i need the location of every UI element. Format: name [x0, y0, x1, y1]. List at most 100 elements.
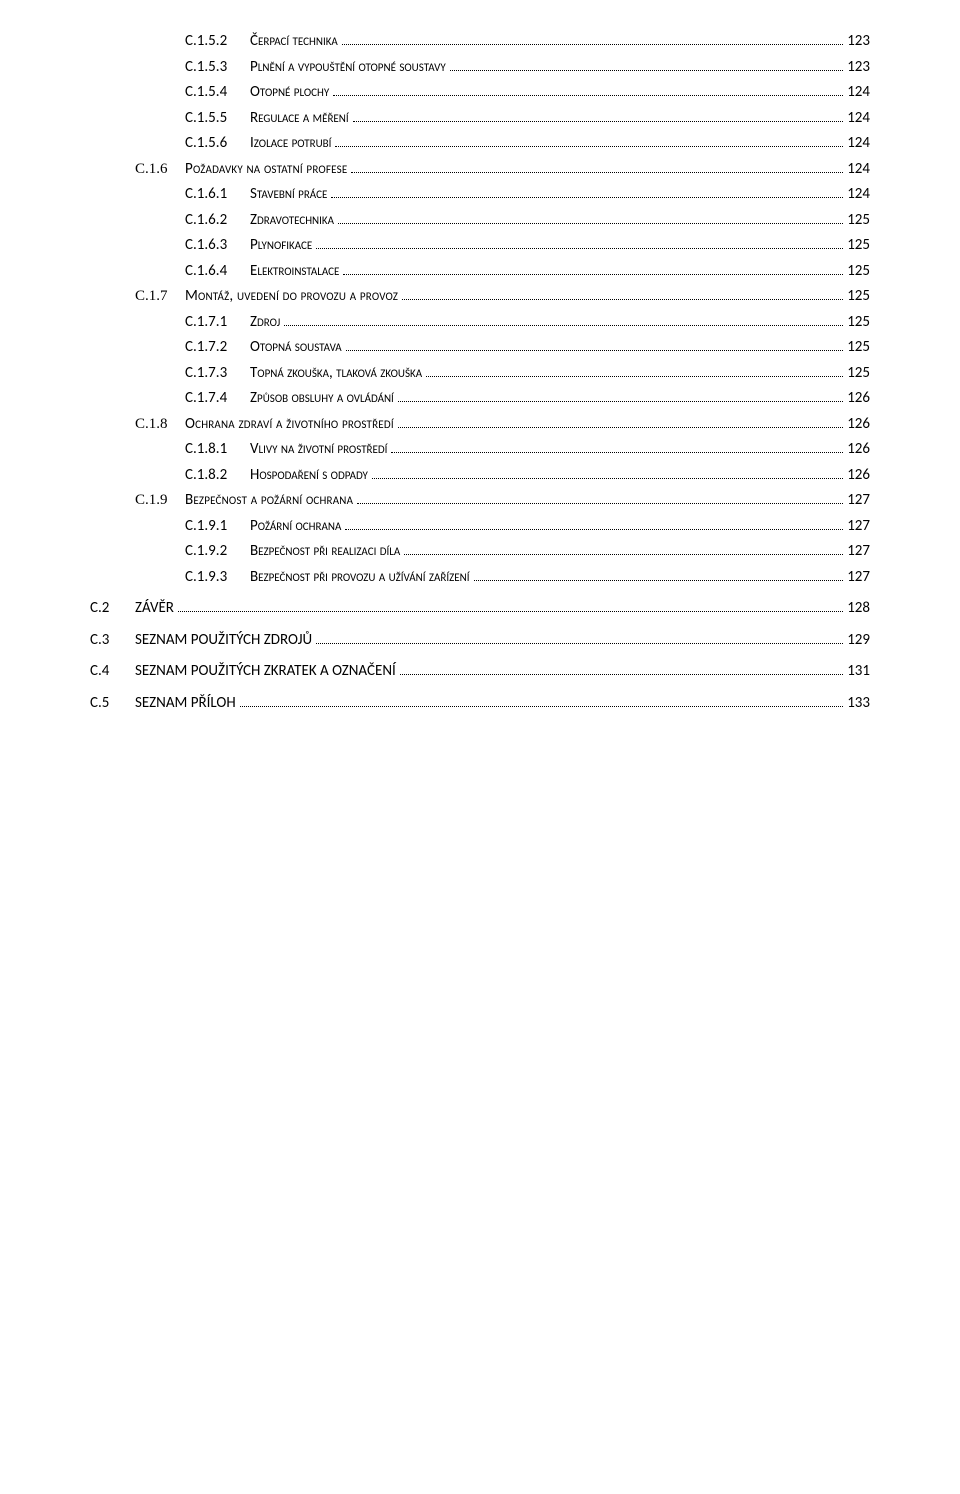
toc-title: Elektroinstalace: [250, 260, 339, 283]
toc-title: Vlivy na životní prostředí: [250, 438, 387, 461]
toc-entry: C.1.7.1Zdroj 125: [90, 311, 870, 334]
toc-number: C.1.5.4: [185, 81, 250, 104]
toc-page-number: 124: [847, 158, 870, 181]
toc-leader-dots: [426, 376, 843, 377]
toc-title: SEZNAM POUŽITÝCH ZKRATEK A OZNAČENÍ: [135, 660, 396, 683]
toc-entry: C.1.6.2Zdravotechnika 125: [90, 209, 870, 232]
toc-number: C.1.8.1: [185, 438, 250, 461]
toc-number: C.1.6.2: [185, 209, 250, 232]
toc-title: Zdravotechnika: [250, 209, 334, 232]
toc-entry: C.1.8.2Hospodaření s odpady 126: [90, 464, 870, 487]
toc-entry: C.1.7.2Otopná soustava 125: [90, 336, 870, 359]
toc-title: Zdroj: [250, 311, 280, 334]
toc-title: Ochrana zdraví a životního prostředí: [185, 413, 394, 436]
toc-entry: C.4SEZNAM POUŽITÝCH ZKRATEK A OZNAČENÍ 1…: [90, 660, 870, 683]
toc-entry: C.1.7Montáž, uvedení do provozu a provoz…: [90, 285, 870, 308]
toc-entry: C.1.5.2Čerpací technika 123: [90, 30, 870, 53]
toc-title: Otopné plochy: [250, 81, 329, 104]
toc-leader-dots: [398, 427, 843, 428]
toc-leader-dots: [346, 350, 844, 351]
toc-number: C.1.8.2: [185, 464, 250, 487]
toc-entry: C.1.5.6Izolace potrubí 124: [90, 132, 870, 155]
toc-entry: C.1.9.3Bezpečnost při provozu a užívání …: [90, 566, 870, 589]
toc-number: C.1.6.3: [185, 234, 250, 257]
toc-page-number: 131: [847, 660, 870, 683]
toc-entry: C.1.9.1Požární ochrana 127: [90, 515, 870, 538]
toc-title: Otopná soustava: [250, 336, 342, 359]
toc-leader-dots: [404, 554, 843, 555]
toc-title: Stavební práce: [250, 183, 327, 206]
toc-entry: C.1.7.4Způsob obsluhy a ovládání 126: [90, 387, 870, 410]
toc-title: Hospodaření s odpady: [250, 464, 368, 487]
toc-leader-dots: [450, 70, 843, 71]
toc-entry: C.1.5.4Otopné plochy 124: [90, 81, 870, 104]
toc-leader-dots: [316, 643, 843, 644]
toc-page-number: 125: [847, 336, 870, 359]
toc-leader-dots: [178, 611, 843, 612]
toc-entry: C.1.7.3Topná zkouška, tlaková zkouška 12…: [90, 362, 870, 385]
toc-leader-dots: [474, 580, 844, 581]
toc-entry: C.3SEZNAM POUŽITÝCH ZDROJŮ 129: [90, 629, 870, 652]
toc-entry: C.1.6.3Plynofikace 125: [90, 234, 870, 257]
toc-number: C.1.5.2: [185, 30, 250, 53]
toc-title: Čerpací technika: [250, 30, 338, 53]
toc-number: C.3: [90, 629, 135, 652]
toc-entry: C.1.5.5Regulace a měření 124: [90, 107, 870, 130]
toc-leader-dots: [345, 529, 843, 530]
toc-entry: C.1.5.3Plnění a vypouštění otopné sousta…: [90, 56, 870, 79]
toc-page-number: 126: [847, 464, 870, 487]
toc-title: Regulace a měření: [250, 107, 349, 130]
toc-leader-dots: [351, 172, 843, 173]
toc-number: C.1.5.3: [185, 56, 250, 79]
toc-title: Topná zkouška, tlaková zkouška: [250, 362, 422, 385]
toc-entry: C.1.6.4Elektroinstalace 125: [90, 260, 870, 283]
toc-number: C.1.5.5: [185, 107, 250, 130]
toc-leader-dots: [357, 503, 843, 504]
toc-entry: C.1.6Požadavky na ostatní profese 124: [90, 158, 870, 181]
toc-page-number: 125: [847, 311, 870, 334]
toc-number: C.1.9: [135, 489, 185, 512]
toc-title: Požární ochrana: [250, 515, 341, 538]
toc-number: C.1.9.2: [185, 540, 250, 563]
toc-number: C.1.7.4: [185, 387, 250, 410]
toc-leader-dots: [372, 478, 843, 479]
toc-page-number: 125: [847, 285, 870, 308]
toc-number: C.1.9.3: [185, 566, 250, 589]
toc-leader-dots: [284, 325, 843, 326]
toc-title: Požadavky na ostatní profese: [185, 158, 347, 181]
toc-page-number: 124: [847, 107, 870, 130]
toc-leader-dots: [338, 223, 843, 224]
toc-number: C.2: [90, 597, 135, 620]
toc-entry: C.2ZÁVĚR 128: [90, 597, 870, 620]
toc-page-number: 127: [847, 566, 870, 589]
toc-page-number: 124: [847, 183, 870, 206]
toc-number: C.1.5.6: [185, 132, 250, 155]
toc-entry: C.5SEZNAM PŘÍLOH 133: [90, 692, 870, 715]
toc-leader-dots: [331, 197, 843, 198]
toc-entry: C.1.9.2Bezpečnost při realizaci díla 127: [90, 540, 870, 563]
toc-page-number: 125: [847, 260, 870, 283]
toc-number: C.1.7.3: [185, 362, 250, 385]
toc-page-number: 125: [847, 209, 870, 232]
toc-number: C.1.6: [135, 158, 185, 181]
toc-number: C.1.6.1: [185, 183, 250, 206]
toc-number: C.5: [90, 692, 135, 715]
toc-number: C.1.9.1: [185, 515, 250, 538]
toc-entry: C.1.6.1Stavební práce 124: [90, 183, 870, 206]
toc-leader-dots: [398, 401, 843, 402]
toc-page-number: 126: [847, 387, 870, 410]
toc-number: C.1.6.4: [185, 260, 250, 283]
toc-page-number: 129: [847, 629, 870, 652]
toc-title: Bezpečnost a požární ochrana: [185, 489, 353, 512]
toc-page-number: 125: [847, 362, 870, 385]
toc-leader-dots: [240, 706, 844, 707]
toc-page-number: 123: [847, 56, 870, 79]
toc-number: C.1.8: [135, 413, 185, 436]
toc-page-number: 128: [847, 597, 870, 620]
toc-page-number: 126: [847, 438, 870, 461]
toc-title: ZÁVĚR: [135, 597, 174, 620]
toc-leader-dots: [333, 95, 843, 96]
toc-number: C.4: [90, 660, 135, 683]
toc-leader-dots: [391, 452, 843, 453]
toc-page-number: 123: [847, 30, 870, 53]
